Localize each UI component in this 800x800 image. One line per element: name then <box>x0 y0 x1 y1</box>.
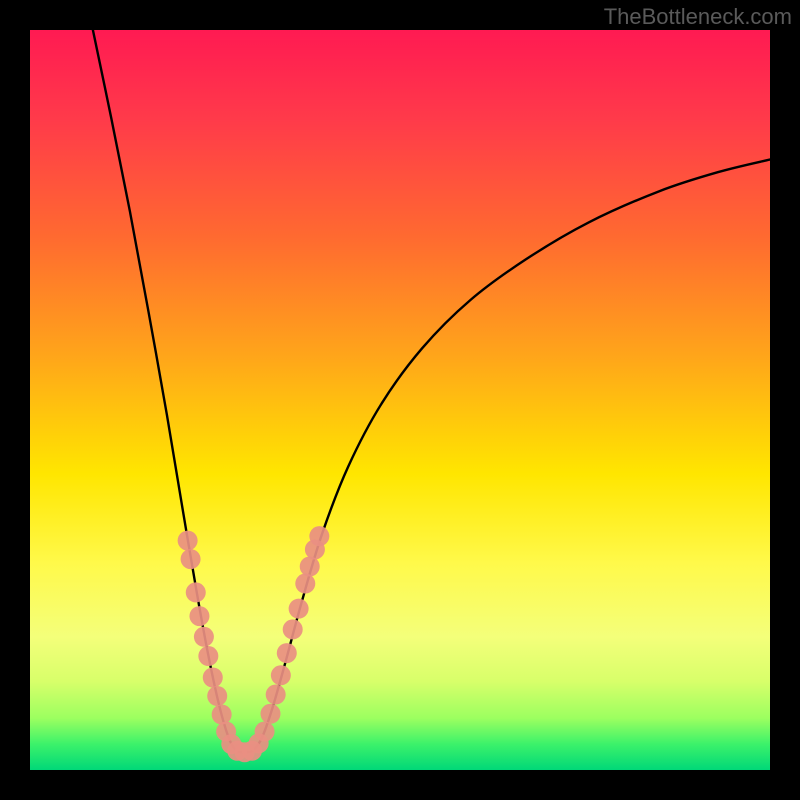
highlight-dot <box>309 526 329 546</box>
highlight-dot <box>186 582 206 602</box>
highlight-dot <box>194 627 214 647</box>
highlight-dot <box>295 574 315 594</box>
highlight-dot <box>198 646 218 666</box>
highlight-dot <box>271 665 291 685</box>
highlight-dot <box>261 704 281 724</box>
highlight-dot <box>283 619 303 639</box>
highlight-dot <box>181 549 201 569</box>
highlight-dot <box>203 668 223 688</box>
highlight-dot <box>277 643 297 663</box>
chart-stage: TheBottleneck.com <box>0 0 800 800</box>
plot-gradient-background <box>30 30 770 770</box>
highlight-dot <box>266 685 286 705</box>
highlight-dot <box>207 686 227 706</box>
highlight-dot <box>255 722 275 742</box>
highlight-dot <box>178 531 198 551</box>
highlight-dot <box>289 599 309 619</box>
bottleneck-chart <box>0 0 800 800</box>
highlight-dot <box>300 557 320 577</box>
highlight-dot <box>189 606 209 626</box>
highlight-dot <box>212 705 232 725</box>
